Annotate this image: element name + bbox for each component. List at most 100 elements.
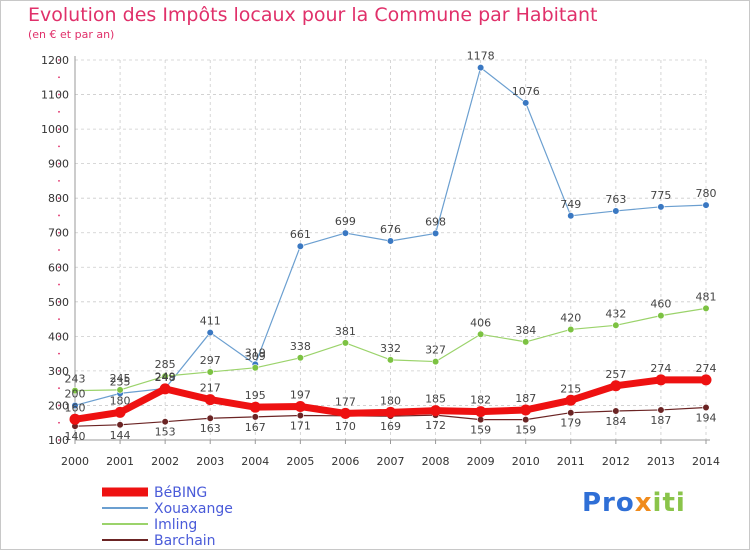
series-point <box>700 374 712 386</box>
series-point <box>249 401 261 413</box>
series-point <box>296 411 304 420</box>
data-label: 182 <box>470 394 491 407</box>
series-point <box>159 383 171 395</box>
data-label: 381 <box>335 325 356 338</box>
series-point <box>702 403 710 412</box>
series-point <box>294 400 306 412</box>
series-point <box>251 364 259 372</box>
data-label: 763 <box>605 193 626 206</box>
series-point <box>206 368 214 376</box>
x-tick-label: 2014 <box>692 455 720 468</box>
data-label: 140 <box>65 430 86 443</box>
y-minor-dot <box>58 214 60 217</box>
y-minor-dot <box>58 110 60 113</box>
axis-layer: 1002003004005006007008009001000110012002… <box>41 54 720 468</box>
y-minor-dot <box>58 370 60 372</box>
y-minor-dot <box>58 318 60 320</box>
data-label: 197 <box>290 388 311 401</box>
data-label: 195 <box>245 389 266 402</box>
series-point <box>477 416 485 424</box>
data-label: 159 <box>515 424 536 437</box>
y-minor-dot <box>58 335 60 338</box>
series-point <box>612 407 620 415</box>
series-point <box>522 99 530 107</box>
series-point <box>251 413 259 421</box>
data-label: 180 <box>380 394 401 407</box>
series-point <box>431 229 440 238</box>
data-label: 217 <box>200 382 221 395</box>
series-point <box>206 328 214 337</box>
data-label: 698 <box>425 215 446 228</box>
series-point <box>116 421 124 429</box>
data-label: 411 <box>200 315 221 328</box>
x-tick-label: 2003 <box>196 455 224 468</box>
series-layer <box>69 63 712 430</box>
data-label: 215 <box>560 382 581 395</box>
series-point <box>204 394 216 406</box>
series-point <box>610 380 622 392</box>
y-minor-dot <box>58 93 60 96</box>
x-tick-label: 2009 <box>467 455 495 468</box>
series-point <box>296 354 304 362</box>
data-label: 460 <box>650 298 671 311</box>
data-label: 676 <box>380 223 401 236</box>
series-point <box>657 312 665 320</box>
x-tick-label: 2002 <box>151 455 179 468</box>
y-minor-dot <box>58 59 60 61</box>
x-tick-label: 2012 <box>602 455 630 468</box>
y-minor-dot <box>58 249 60 251</box>
y-minor-dot <box>58 266 60 269</box>
series-point <box>386 237 395 245</box>
x-tick-label: 2007 <box>377 455 405 468</box>
data-label: 274 <box>696 362 717 375</box>
data-label: 699 <box>335 215 356 228</box>
series-point <box>567 409 575 417</box>
data-label: 749 <box>560 198 581 211</box>
y-minor-dot <box>58 180 60 182</box>
series-point <box>296 242 304 250</box>
y-minor-dot <box>58 300 60 303</box>
data-label: 172 <box>425 419 446 432</box>
series-point <box>339 407 351 419</box>
data-label: 171 <box>290 419 311 432</box>
data-label: 661 <box>290 228 311 241</box>
data-label: 285 <box>155 358 176 371</box>
legend-label: Imling <box>154 517 197 533</box>
x-tick-label: 2006 <box>331 455 359 468</box>
data-label: 481 <box>696 290 717 303</box>
chart-subtitle: (en € et par an) <box>28 28 115 41</box>
data-label: 248 <box>155 371 176 384</box>
logo-part-3: iti <box>652 488 686 518</box>
series-point <box>386 356 395 364</box>
y-minor-dot <box>58 387 60 390</box>
legend-label: Barchain <box>154 533 216 549</box>
series-point <box>567 212 575 220</box>
data-label: 194 <box>696 412 717 425</box>
data-label: 384 <box>515 324 536 337</box>
data-label: 180 <box>110 394 131 407</box>
legend-label: BéBING <box>154 485 207 501</box>
x-tick-label: 2000 <box>61 455 89 468</box>
data-label: 169 <box>380 420 401 433</box>
series-point <box>612 321 620 329</box>
data-label: 274 <box>650 362 671 375</box>
x-tick-label: 2008 <box>422 455 450 468</box>
x-tick-label: 2004 <box>241 455 269 468</box>
data-label: 257 <box>605 368 626 381</box>
data-label: 406 <box>470 316 491 329</box>
data-label: 153 <box>155 426 176 439</box>
series-point <box>430 405 442 417</box>
series-point <box>114 406 126 418</box>
series-point <box>116 386 124 394</box>
y-minor-dot <box>58 162 60 165</box>
data-label: 1076 <box>512 85 540 98</box>
data-label: 200 <box>65 387 86 400</box>
data-label: 327 <box>425 344 446 357</box>
series-point <box>161 372 169 380</box>
data-label: 160 <box>65 401 86 414</box>
data-label: 780 <box>696 187 717 200</box>
y-minor-dot <box>58 439 60 441</box>
